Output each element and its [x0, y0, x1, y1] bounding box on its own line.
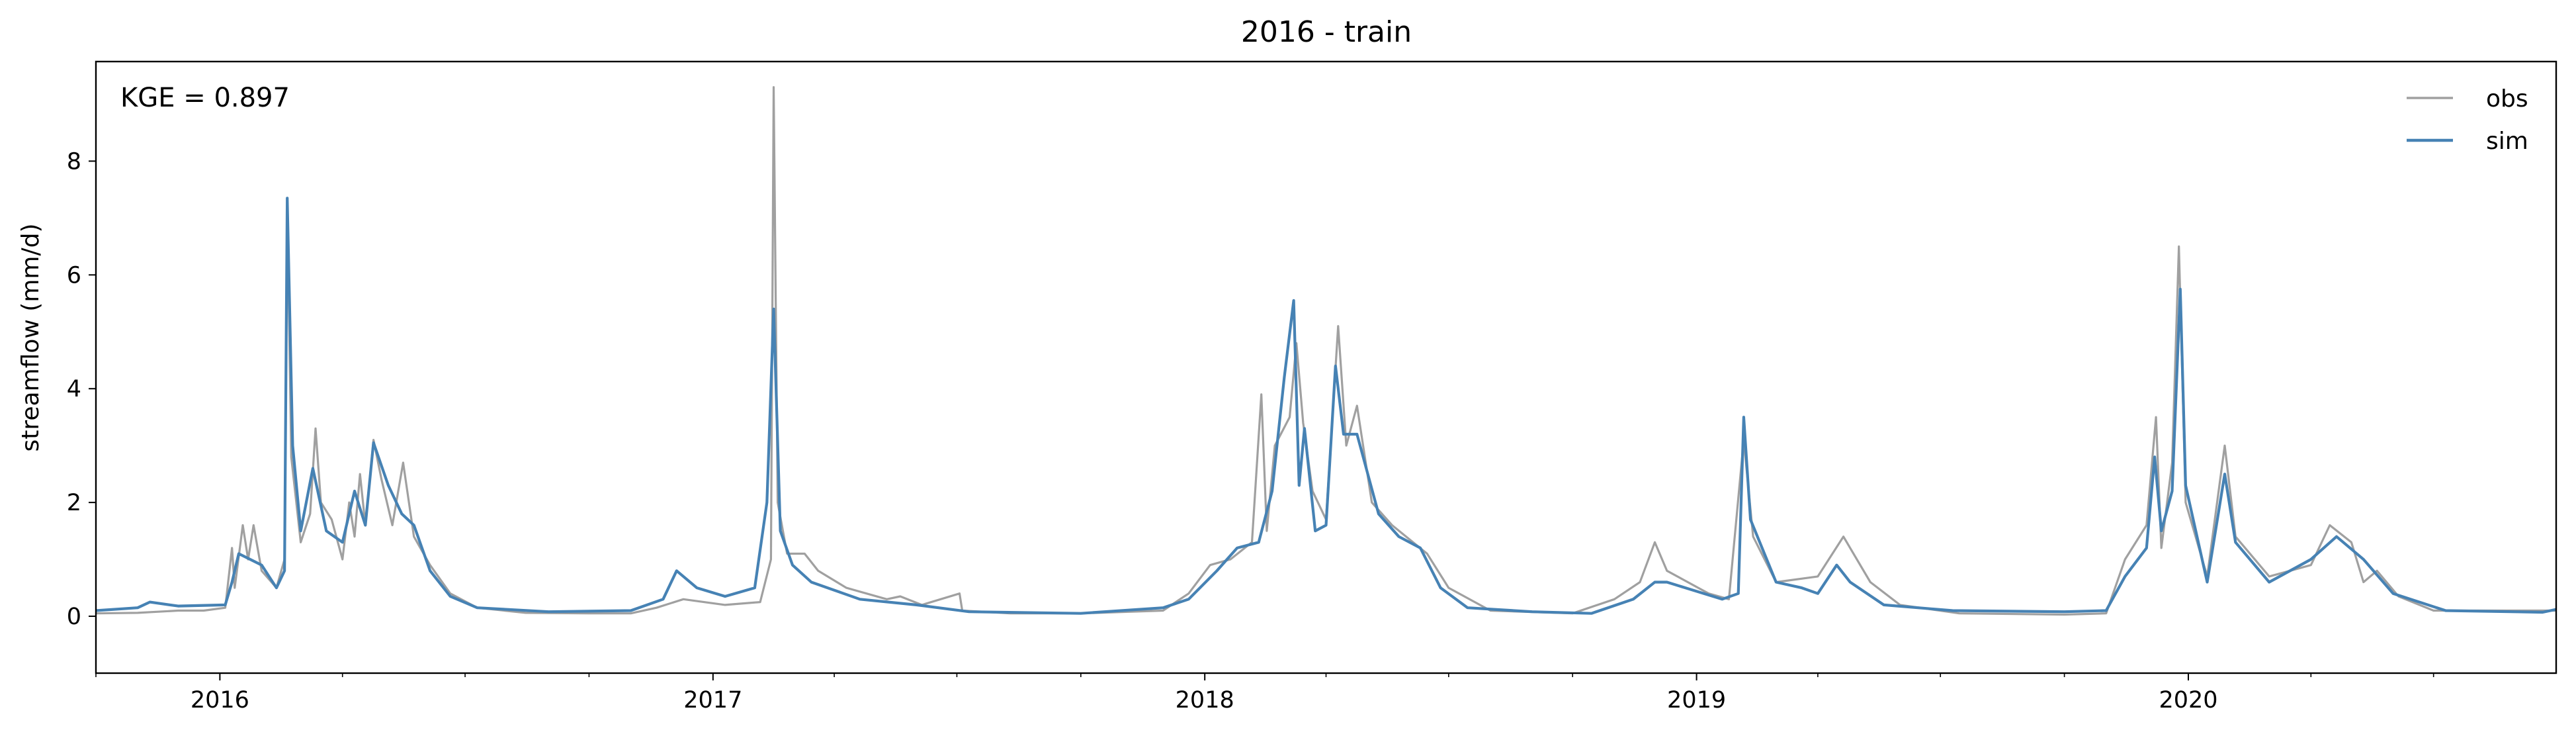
x-tick-label: 2018 — [1176, 687, 1234, 714]
series-line-obs — [95, 86, 2556, 616]
legend: obs sim — [2407, 85, 2528, 155]
series-layer — [95, 86, 2557, 616]
y-tick-label: 8 — [67, 148, 81, 175]
y-tick-label: 4 — [67, 376, 81, 402]
x-tick-label: 2019 — [1667, 687, 1726, 714]
ticks-layer: 0 2 4 6 8 2016 2017 2018 2019 2020 — [67, 148, 2434, 714]
y-axis-label: streamflow (mm/d) — [17, 224, 44, 452]
series-line-sim — [95, 197, 2557, 615]
legend-sim-label: sim — [2486, 128, 2528, 155]
x-tick-label: 2016 — [191, 687, 249, 714]
plot-frame — [95, 60, 2557, 674]
legend-obs-label: obs — [2486, 85, 2528, 113]
y-tick-label: 6 — [67, 262, 81, 289]
x-tick-label: 2020 — [2159, 687, 2217, 714]
chart-title: 2016 - train — [1241, 15, 1412, 49]
y-tick-label: 2 — [67, 490, 81, 516]
y-tick-label: 0 — [67, 604, 81, 630]
x-tick-label: 2017 — [683, 687, 742, 714]
kge-annotation: KGE = 0.897 — [120, 83, 290, 113]
